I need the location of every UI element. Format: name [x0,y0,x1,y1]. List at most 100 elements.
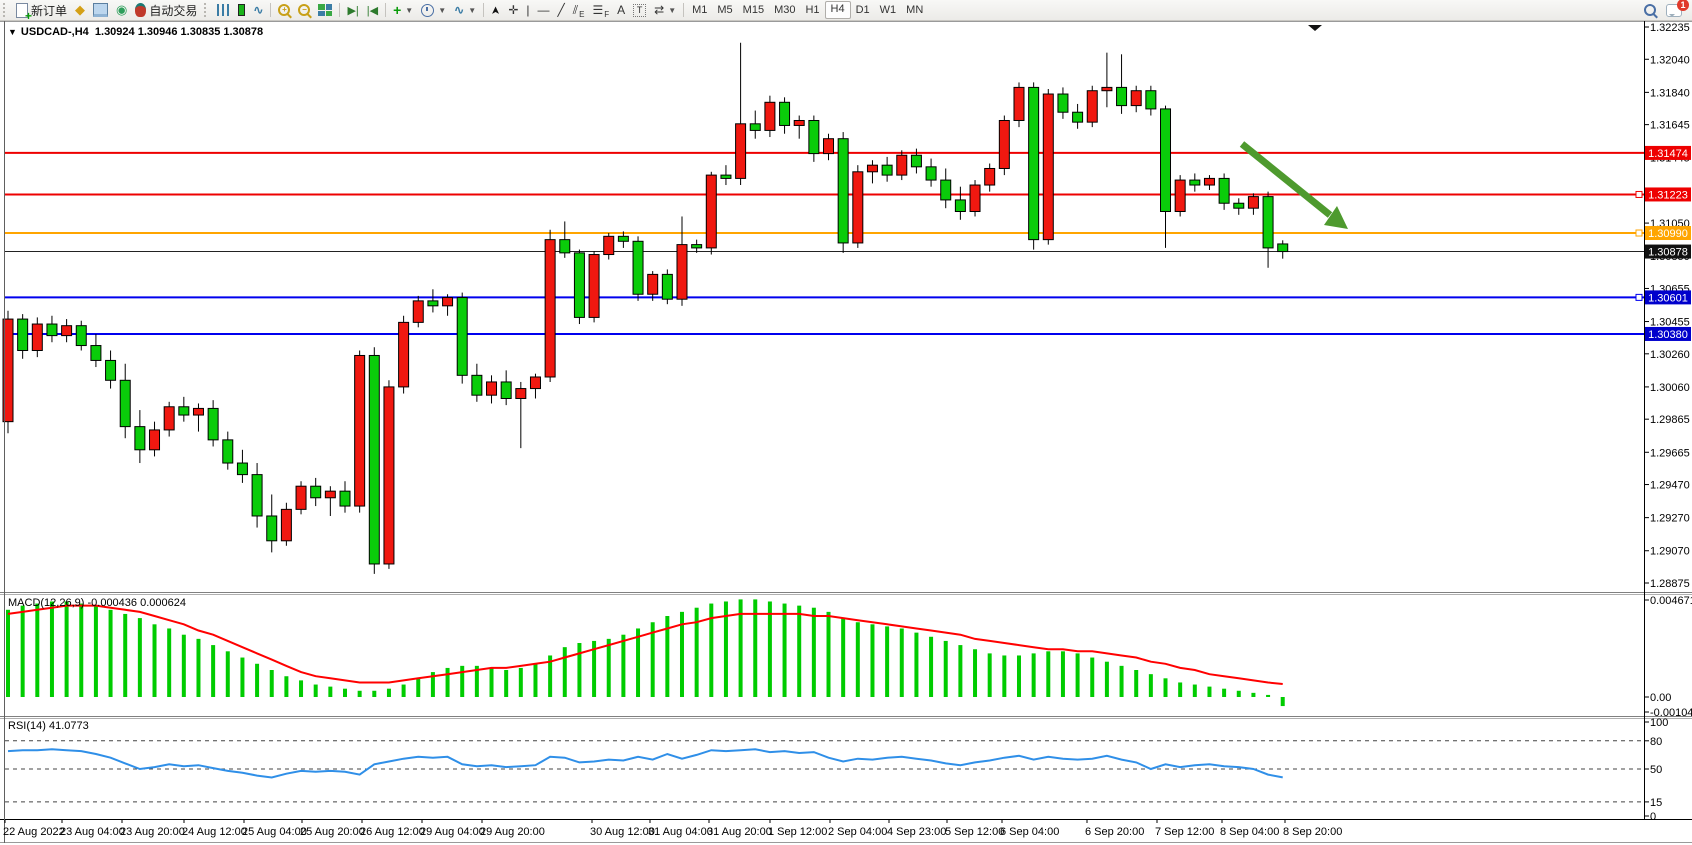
candlestick-mode-button[interactable] [234,1,249,19]
auto-scroll-button[interactable]: ▶| [343,1,362,19]
crosshair-tool[interactable]: ✛ [504,1,522,19]
timeframe-d1[interactable]: D1 [855,4,870,16]
candle-body [295,485,307,510]
candle-body [31,323,43,352]
arrows-tool[interactable]: ⇄ ▼ [650,1,680,19]
price-tick-label: 1.29665 [1650,447,1690,459]
autotrading-label: 自动交易 [149,3,198,18]
candle-body [75,325,87,347]
macd-bar [782,603,787,697]
timeframe-m1[interactable]: M1 [692,4,708,16]
chart-shift-marker[interactable] [1308,25,1322,31]
market-watch-button[interactable] [89,1,112,19]
candle-body [1262,196,1274,249]
candle-body [207,407,219,441]
zoom-out-icon: − [298,4,311,16]
channel-tool[interactable]: ⫽ E [572,2,585,20]
cursor-tool[interactable]: ➤ [487,1,504,19]
time-axis-label: 26 Aug 12:00 [360,826,425,838]
timeframe-m15[interactable]: M15 [742,4,765,16]
autotrading-button[interactable]: 自动交易 [131,1,201,19]
chart-shift-button[interactable]: |◀ [363,1,382,19]
macd-bar [797,605,802,697]
rsi-axis-label: 0 [1650,811,1656,823]
line-chart-mode-button[interactable]: ∿ [249,1,267,19]
text-tool[interactable]: A [613,1,629,19]
candle-body [1042,93,1054,241]
macd-bar [679,611,684,697]
macd-bar [181,634,186,697]
macd-bar [123,613,128,697]
crosshair-icon: ✛ [508,3,519,17]
horizontal-line-tool[interactable]: — [534,1,554,19]
fibonacci-tool[interactable]: ☰ F [592,3,610,19]
timeframe-m5[interactable]: M5 [717,4,733,16]
time-axis-label: 8 Sep 04:00 [1220,826,1279,838]
search-icon[interactable] [1644,4,1656,16]
rsi-axis-label: 15 [1650,797,1662,809]
trend-arrow-shaft[interactable] [1239,141,1333,218]
candle-body [661,273,673,300]
channel-icon: ⫽ [572,2,579,17]
label-tool[interactable]: T [629,1,650,19]
macd-bar [20,605,25,697]
macd-bar [811,607,816,697]
new-order-button[interactable]: 新订单 [12,1,71,23]
mql-community-button[interactable]: ◆ [71,1,89,19]
bar-chart-mode-button[interactable] [213,1,234,19]
candle-body [1189,179,1201,186]
candle-body [779,101,791,126]
time-axis-label: 6 Sep 20:00 [1085,826,1144,838]
timeframe-w1[interactable]: W1 [879,4,897,16]
candle-body [866,164,878,173]
macd-bar [460,665,465,697]
signals-button[interactable]: ◉ [112,1,131,19]
hline-anchor[interactable] [1635,293,1643,301]
toolbar-grip [204,3,210,17]
price-tick-label: 1.32040 [1650,54,1690,66]
macd-bar [1251,692,1256,697]
candle-body [617,235,629,242]
candle-body [236,462,248,476]
tile-windows-button[interactable] [314,1,336,19]
chat-bubble-icon[interactable]: 1 [1666,0,1689,17]
price-tick-label: 1.29070 [1650,546,1690,558]
candle-body [529,376,541,390]
price-tick-label: 1.30060 [1650,382,1690,394]
hline-anchor[interactable] [1635,190,1643,198]
price-badge [1645,326,1691,341]
template-icon: ∿ [454,3,465,17]
vertical-line-tool[interactable]: | [522,1,533,19]
indicators-button[interactable]: + ▼ [389,1,417,19]
candle-body [192,407,204,416]
candle-body [559,239,571,254]
time-axis-label: 2 Sep 04:00 [828,826,887,838]
price-badge-label: 1.30380 [1648,329,1688,341]
zoom-in-button[interactable]: + [274,1,294,19]
timeframe-mn[interactable]: MN [906,4,924,16]
timeframe-h1[interactable]: H1 [805,4,820,16]
zoom-out-button[interactable]: − [294,1,314,19]
main-toolbar: 新订单 ◆ ◉ 自动交易 ∿ + − ▶| |◀ +▼ ▼ ∿▼ ➤ ✛ | —… [0,0,1692,23]
candle-body [105,359,117,381]
templates-button[interactable]: ∿ ▼ [450,1,480,19]
line-chart-icon: ∿ [253,3,264,17]
macd-bar [1192,684,1197,697]
macd-bar [518,667,523,697]
candle-body [954,199,966,213]
hline-anchor[interactable] [1635,229,1643,237]
candle-body [486,381,498,396]
candle-body [837,138,849,244]
timeframe-m30[interactable]: M30 [774,4,796,16]
periods-button[interactable]: ▼ [417,1,450,19]
time-axis-label: 1 Sep 12:00 [768,826,827,838]
macd-bar [284,676,289,697]
candle-body [61,325,73,337]
macd-bar [987,653,992,697]
trendline-tool[interactable]: ╱ [554,1,569,19]
candle-body [573,252,585,318]
timeframe-h4[interactable]: H4 [824,1,851,19]
trend-arrow-head[interactable] [1324,206,1348,229]
candle-body [310,485,322,499]
